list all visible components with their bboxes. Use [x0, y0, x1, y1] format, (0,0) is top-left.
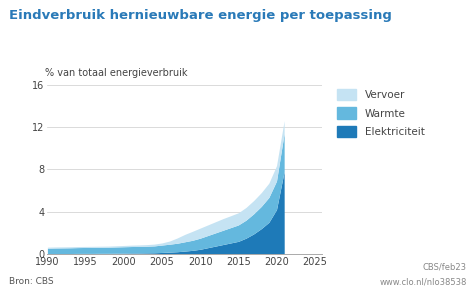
Text: % van totaal energieverbruik: % van totaal energieverbruik — [45, 68, 187, 78]
Text: Eindverbruik hernieuwbare energie per toepassing: Eindverbruik hernieuwbare energie per to… — [9, 9, 392, 22]
Legend: Vervoer, Warmte, Elektriciteit: Vervoer, Warmte, Elektriciteit — [333, 85, 428, 142]
Text: Bron: CBS: Bron: CBS — [9, 277, 54, 286]
Text: CBS/feb23: CBS/feb23 — [423, 263, 467, 272]
Text: www.clo.nl/nlo38538: www.clo.nl/nlo38538 — [380, 277, 467, 286]
